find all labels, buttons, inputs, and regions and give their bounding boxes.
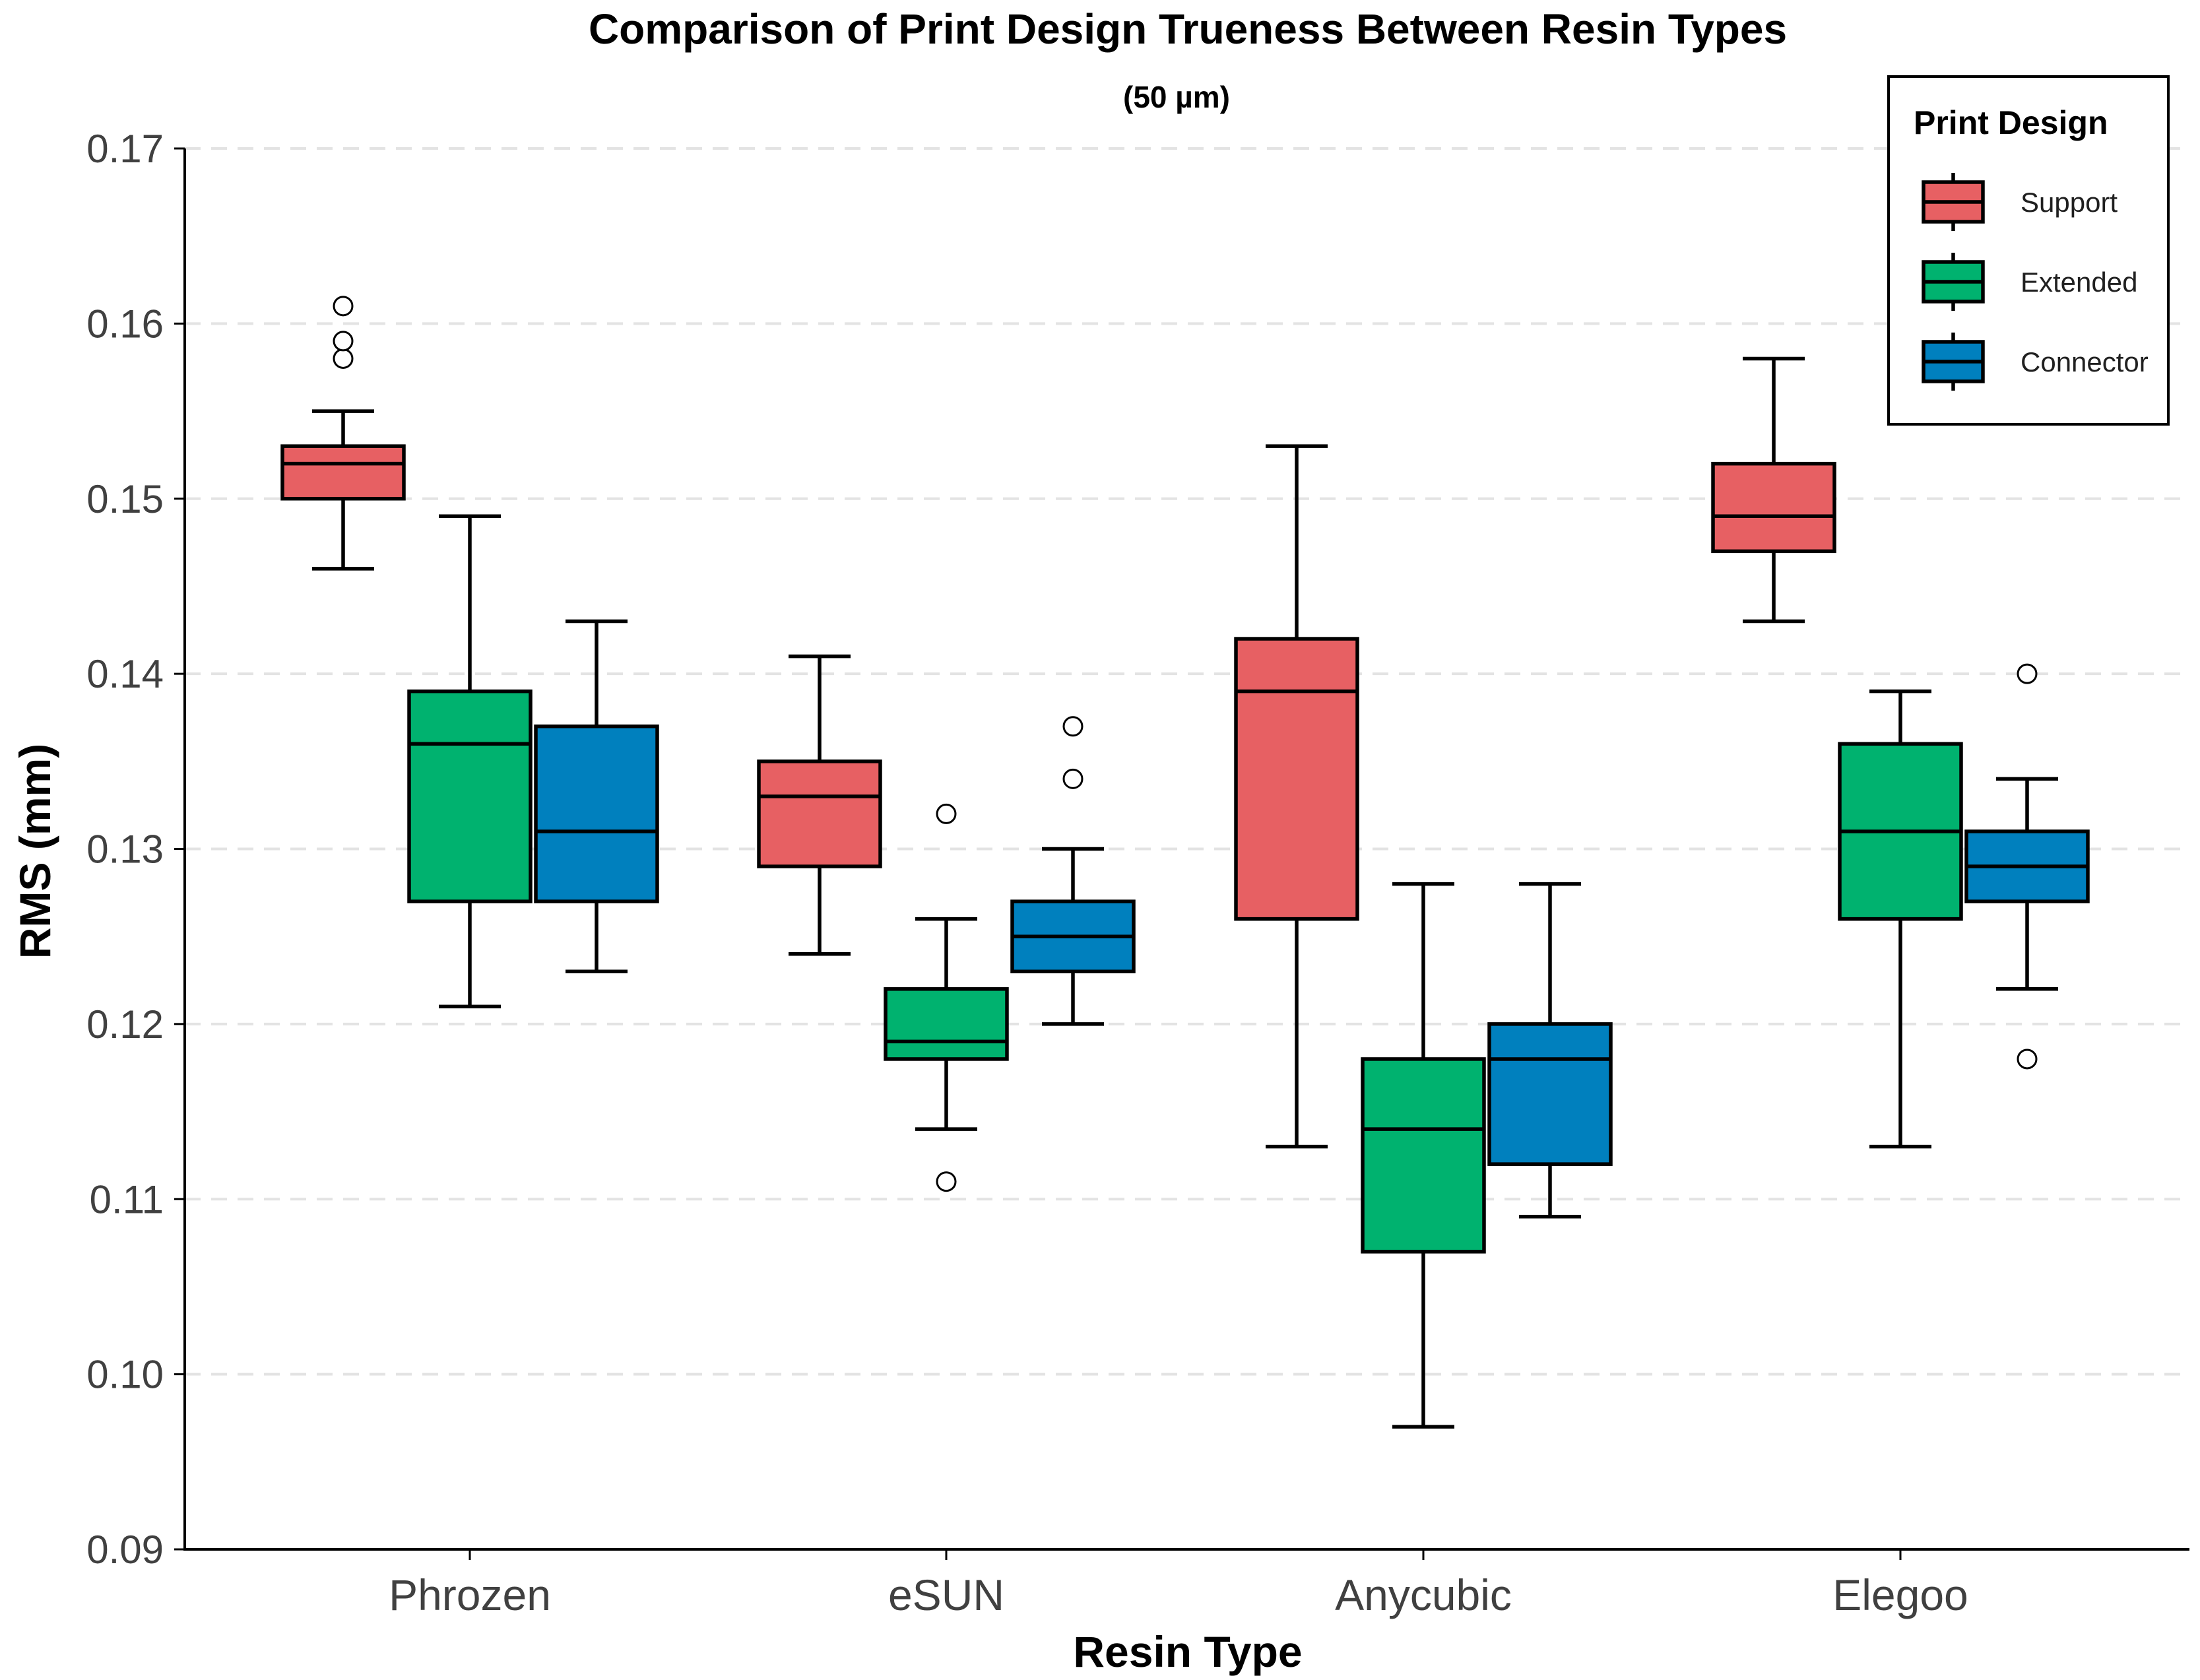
- box-iqr: [757, 759, 882, 868]
- box-iqr: [1487, 1022, 1613, 1166]
- box-connector-anycubic: [1487, 882, 1613, 1219]
- outlier-point: [333, 296, 354, 317]
- x-axis-title: Resin Type: [1073, 1627, 1302, 1676]
- legend-item-extended: Extended: [1922, 253, 2137, 311]
- legend-item-support: Support: [1922, 173, 2118, 231]
- outlier-point: [1062, 716, 1084, 737]
- box-connector-elegoo: [1964, 663, 2090, 1070]
- legend-label: Extended: [2021, 267, 2137, 298]
- box-support-elegoo: [1711, 356, 1836, 624]
- y-tick-label: 0.14: [86, 652, 164, 696]
- box-iqr: [280, 444, 406, 501]
- outlier-point: [1062, 768, 1084, 789]
- box-connector-phrozen: [534, 619, 659, 974]
- box-extended-phrozen: [407, 514, 533, 1009]
- box-extended-esun: [884, 803, 1009, 1192]
- outlier-point: [2017, 1049, 2038, 1070]
- y-tick-label: 0.16: [86, 302, 164, 346]
- box-iqr: [1361, 1057, 1486, 1254]
- y-tick-label: 0.15: [86, 477, 164, 521]
- box-connector-esun: [1010, 716, 1136, 1026]
- y-tick-label: 0.13: [86, 827, 164, 872]
- chart-title: Comparison of Print Design Trueness Betw…: [589, 5, 1787, 53]
- box-iqr: [1711, 461, 1836, 554]
- legend: Print Design Support Extended Connector: [1887, 75, 2170, 426]
- legend-label: Connector: [2021, 346, 2149, 377]
- box-iqr: [534, 724, 659, 903]
- legend-items: Support Extended Connector: [1922, 173, 2149, 391]
- box-iqr: [407, 689, 533, 903]
- x-tick-label: Elegoo: [1832, 1570, 1968, 1619]
- y-tick-label: 0.09: [86, 1528, 164, 1572]
- legend-item-connector: Connector: [1922, 333, 2149, 391]
- x-tick-label: eSUN: [888, 1570, 1004, 1619]
- y-tick-label: 0.17: [86, 127, 164, 171]
- outlier-point: [333, 331, 354, 352]
- box-support-phrozen: [280, 296, 406, 571]
- legend-label: Support: [2021, 187, 2118, 218]
- y-tick-label: 0.10: [86, 1353, 164, 1397]
- box-support-anycubic: [1234, 444, 1359, 1149]
- legend-title: Print Design: [1914, 104, 2108, 141]
- box-iqr: [884, 987, 1009, 1061]
- box-support-esun: [757, 654, 882, 956]
- x-axis-ticks: Phrozen eSUN Anycubic Elegoo: [389, 1549, 1968, 1619]
- y-axis-ticks: 0.09 0.10 0.11 0.12 0.13 0.14 0.15 0.16 0.17: [86, 127, 185, 1572]
- box-extended-anycubic: [1361, 882, 1486, 1429]
- y-axis-title: RMS (mm): [11, 744, 59, 959]
- outlier-point: [2017, 663, 2038, 684]
- x-tick-label: Phrozen: [389, 1570, 551, 1619]
- box-series-layer: [280, 296, 2090, 1429]
- box-iqr: [1234, 637, 1359, 921]
- outlier-point: [936, 1171, 957, 1192]
- y-tick-label: 0.11: [90, 1177, 164, 1221]
- outlier-point: [333, 348, 354, 369]
- x-tick-label: Anycubic: [1335, 1570, 1512, 1619]
- y-tick-label: 0.12: [86, 1002, 164, 1047]
- chart-subtitle: (50 µm): [1123, 80, 1230, 114]
- outlier-point: [936, 803, 957, 824]
- box-extended-elegoo: [1838, 689, 1963, 1149]
